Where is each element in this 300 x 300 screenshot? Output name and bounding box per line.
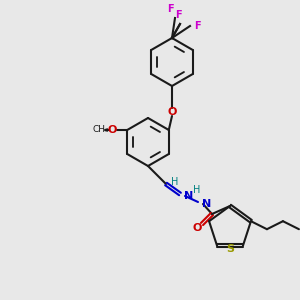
Text: O: O xyxy=(107,125,117,135)
Text: F: F xyxy=(167,4,173,14)
Text: H: H xyxy=(171,177,178,187)
Text: S: S xyxy=(226,244,234,254)
Text: H: H xyxy=(193,185,200,195)
Text: O: O xyxy=(167,107,177,117)
Text: N: N xyxy=(202,199,211,209)
Text: CH₃: CH₃ xyxy=(93,125,110,134)
Text: N: N xyxy=(184,191,193,201)
Text: O: O xyxy=(192,223,202,233)
Text: F: F xyxy=(194,21,201,31)
Text: F: F xyxy=(175,10,181,20)
